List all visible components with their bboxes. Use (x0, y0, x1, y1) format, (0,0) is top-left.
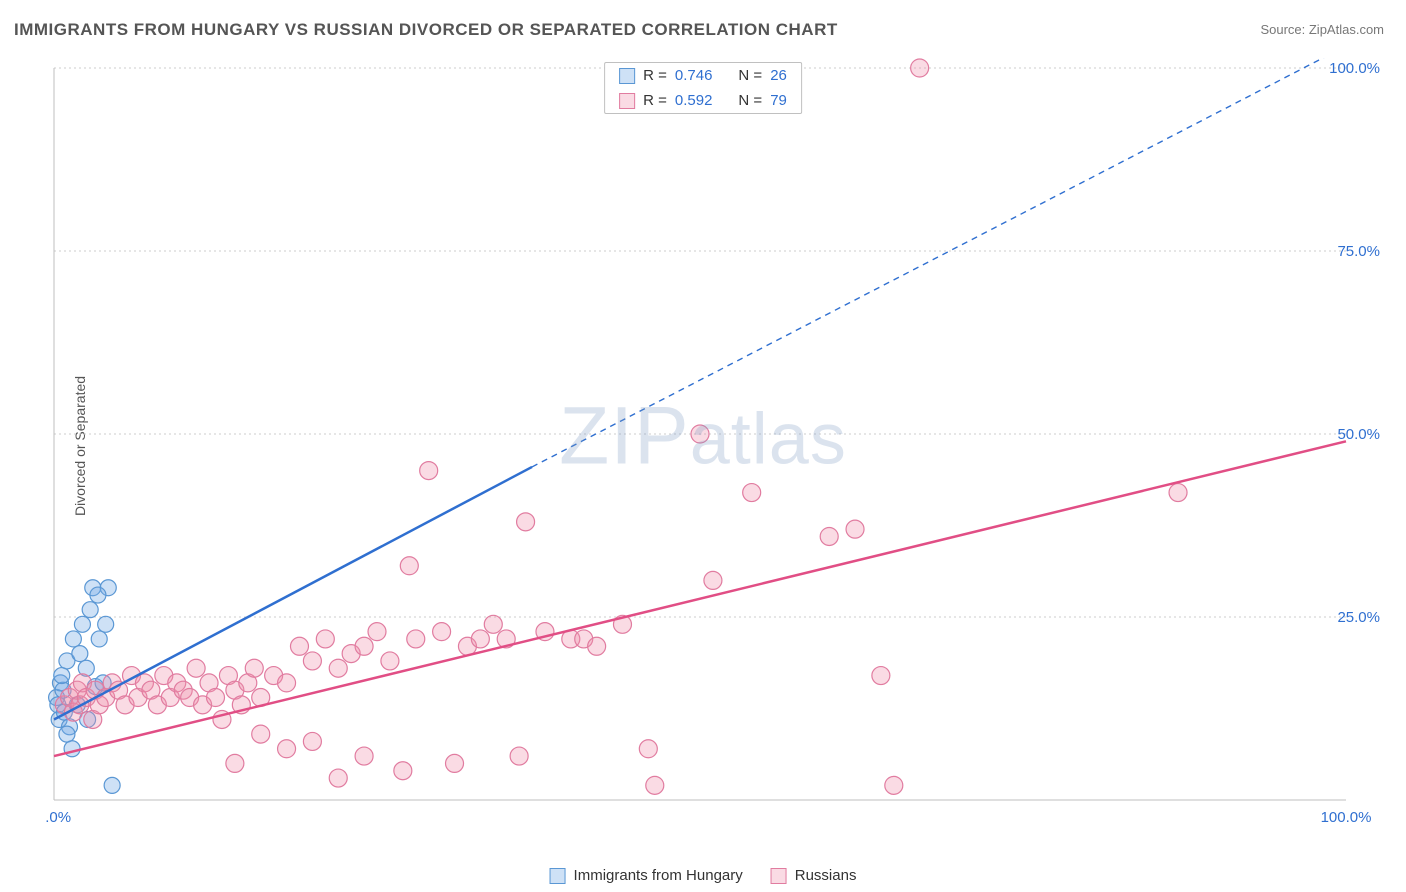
y-tick-label: 75.0% (1337, 243, 1380, 260)
n-equals-label: N = (738, 67, 762, 84)
scatter-point (252, 725, 270, 743)
scatter-point (303, 732, 321, 750)
r-value: 0.746 (675, 67, 713, 84)
n-value: 79 (770, 92, 787, 109)
r-equals-label: R = (643, 67, 667, 84)
chart-title: IMMIGRANTS FROM HUNGARY VS RUSSIAN DIVOR… (14, 20, 838, 40)
scatter-point (226, 754, 244, 772)
scatter-point (290, 637, 308, 655)
n-equals-label: N = (738, 92, 762, 109)
scatter-point (471, 630, 489, 648)
scatter-point (187, 659, 205, 677)
scatter-point (588, 637, 606, 655)
scatter-point (90, 587, 106, 603)
scatter-point (420, 462, 438, 480)
scatter-point (368, 623, 386, 641)
scatter-point (1169, 484, 1187, 502)
legend-swatch-icon (771, 868, 787, 884)
scatter-point (433, 623, 451, 641)
scatter-point (278, 674, 296, 692)
legend-series-label: Russians (795, 867, 857, 884)
legend-series-item: Russians (771, 867, 857, 884)
scatter-point (245, 659, 263, 677)
legend-swatch-icon (619, 93, 635, 109)
scatter-point (646, 776, 664, 794)
scatter-point (303, 652, 321, 670)
scatter-point (329, 659, 347, 677)
scatter-point (872, 667, 890, 685)
trend-line-solid (54, 441, 1346, 756)
legend-swatch-icon (550, 868, 566, 884)
scatter-point (407, 630, 425, 648)
legend-correlation-row: R = 0.592 N = 79 (605, 88, 801, 113)
scatter-point (846, 520, 864, 538)
scatter-point (355, 637, 373, 655)
trend-line-dashed (532, 58, 1346, 467)
scatter-point (704, 571, 722, 589)
y-tick-label: 25.0% (1337, 609, 1380, 626)
scatter-point (98, 616, 114, 632)
x-tick-label: 0.0% (46, 809, 71, 826)
scatter-point (885, 776, 903, 794)
scatter-point (446, 754, 464, 772)
legend-series-item: Immigrants from Hungary (550, 867, 743, 884)
scatter-point (278, 740, 296, 758)
scatter-point (355, 747, 373, 765)
scatter-point (65, 631, 81, 647)
legend-swatch-icon (619, 68, 635, 84)
x-tick-label: 100.0% (1321, 809, 1372, 826)
scatter-point (517, 513, 535, 531)
scatter-point (104, 777, 120, 793)
scatter-point (691, 425, 709, 443)
chart-area: 25.0% 50.0% 75.0% 100.0% 0.0% 100.0% (46, 58, 1386, 828)
scatter-point (74, 616, 90, 632)
scatter-point (59, 726, 75, 742)
legend-series-label: Immigrants from Hungary (574, 867, 743, 884)
r-value: 0.592 (675, 92, 713, 109)
scatter-plot-svg: 25.0% 50.0% 75.0% 100.0% 0.0% 100.0% (46, 58, 1386, 828)
scatter-point (394, 762, 412, 780)
scatter-point (639, 740, 657, 758)
scatter-point (329, 769, 347, 787)
scatter-point (64, 741, 80, 757)
scatter-point (381, 652, 399, 670)
scatter-point (484, 615, 502, 633)
r-equals-label: R = (643, 92, 667, 109)
scatter-point (82, 602, 98, 618)
n-value: 26 (770, 67, 787, 84)
scatter-point (316, 630, 334, 648)
scatter-point (54, 668, 70, 684)
y-tick-label: 100.0% (1329, 60, 1380, 77)
scatter-point (820, 527, 838, 545)
scatter-point (91, 631, 107, 647)
y-tick-label: 50.0% (1337, 426, 1380, 443)
legend-correlation-row: R = 0.746 N = 26 (605, 63, 801, 88)
scatter-point (743, 484, 761, 502)
scatter-point (911, 59, 929, 77)
source-attribution: Source: ZipAtlas.com (1260, 22, 1384, 37)
scatter-point (400, 557, 418, 575)
scatter-point (510, 747, 528, 765)
scatter-point (207, 689, 225, 707)
legend-series: Immigrants from Hungary Russians (550, 867, 857, 884)
legend-correlation: R = 0.746 N = 26 R = 0.592 N = 79 (604, 62, 802, 114)
scatter-point (72, 646, 88, 662)
